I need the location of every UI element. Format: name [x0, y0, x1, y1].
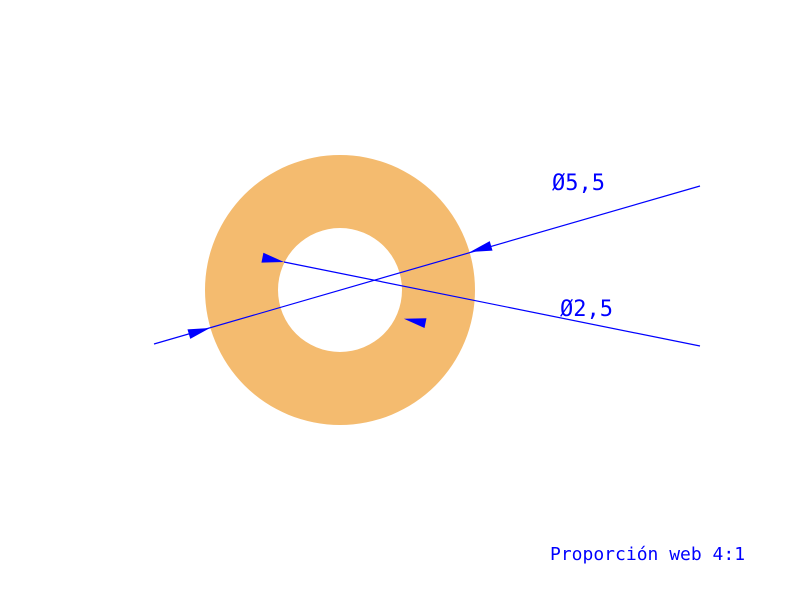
scale-caption: Proporción web 4:1 — [550, 544, 745, 565]
canvas-background — [0, 0, 800, 600]
inner-diameter-label: Ø2,5 — [560, 297, 613, 322]
outer-diameter-label: Ø5,5 — [552, 171, 605, 196]
